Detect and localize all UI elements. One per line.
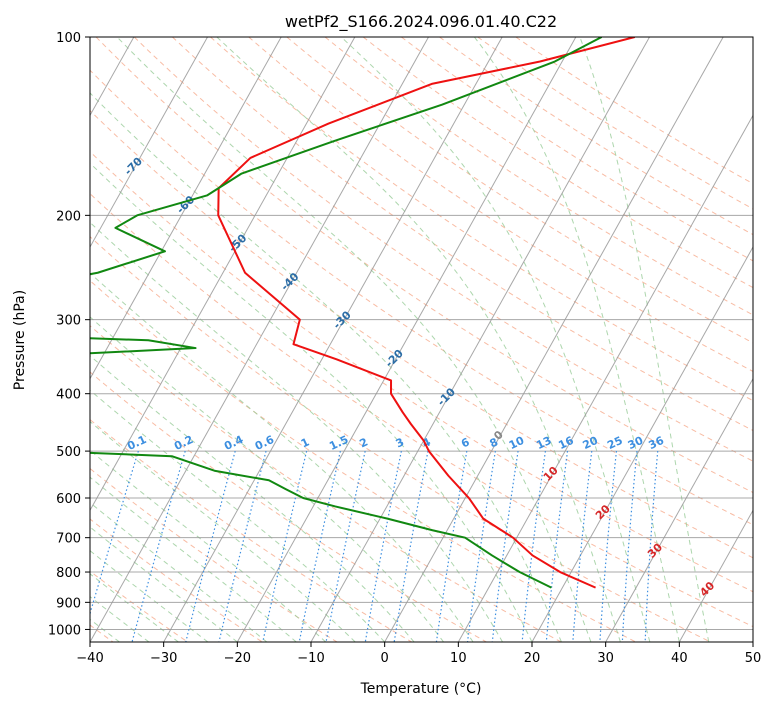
moist-adiabat	[474, 37, 680, 642]
x-tick-label: −20	[224, 651, 251, 666]
dry-adiabat	[362, 37, 753, 289]
x-tick-label: −10	[297, 651, 324, 666]
moist-adiabat	[216, 37, 621, 642]
mixing-ratio-label: 16	[556, 434, 576, 452]
dewpoint-profile-line	[90, 37, 603, 589]
mixing-ratio-line	[393, 450, 429, 642]
mixing-ratio-label: 30	[626, 434, 646, 452]
moist-adiabat	[579, 37, 710, 642]
isotherm-line	[90, 37, 208, 249]
dry-adiabat	[90, 109, 753, 559]
mixing-ratio-line	[185, 450, 236, 642]
mixing-ratio-label: 10	[507, 434, 527, 452]
y-tick-label: 200	[56, 209, 81, 224]
mixing-ratio-line	[90, 450, 139, 616]
mixing-ratio-label: 36	[647, 434, 667, 452]
y-tick-label: 500	[56, 445, 81, 460]
isotherm-line	[605, 377, 753, 642]
moist-adiabat	[90, 389, 386, 642]
dry-adiabat	[90, 467, 338, 642]
mixing-ratio-line	[218, 450, 267, 642]
y-tick-label: 800	[56, 566, 81, 581]
x-tick-label: 50	[745, 651, 762, 666]
moist-adiabat	[90, 476, 297, 642]
x-tick-label: 20	[524, 651, 541, 666]
moist-adiabat	[90, 449, 327, 642]
mixing-ratio-line	[364, 450, 402, 642]
x-tick-label: 40	[671, 651, 688, 666]
y-tick-label: 1000	[48, 623, 81, 638]
moist-adiabat	[90, 502, 268, 642]
x-tick-label: 10	[450, 651, 467, 666]
dry-adiabat	[90, 371, 487, 642]
mixing-ratio-line	[131, 450, 186, 642]
moist-adiabat	[90, 162, 533, 642]
y-tick-label: 300	[56, 314, 81, 329]
x-tick-label: 30	[597, 651, 614, 666]
moist-adiabat	[90, 221, 503, 642]
y-tick-label: 100	[56, 31, 81, 46]
mixing-ratio-line	[466, 451, 496, 642]
isotherm-line	[163, 37, 503, 642]
mixing-ratio-line	[298, 450, 341, 642]
mixing-ratio-label: 25	[605, 434, 624, 452]
dry-adiabat	[90, 518, 263, 642]
mixing-ratio-line	[644, 451, 659, 642]
mixing-ratio-line	[545, 451, 569, 642]
mixing-ratio-line	[325, 450, 366, 642]
isotherm-line	[457, 114, 753, 642]
dry-adiabat	[90, 150, 753, 593]
moist-adiabat	[340, 37, 651, 642]
isotherm-line	[310, 37, 650, 642]
dry-adiabat	[90, 235, 711, 642]
dry-adiabat	[90, 193, 753, 628]
x-tick-label: −40	[76, 651, 103, 666]
temperature-profile-line	[217, 37, 636, 589]
y-axis-label: Pressure (hPa)	[12, 290, 28, 390]
isotherm-line	[236, 37, 577, 642]
x-tick-label: −30	[150, 651, 177, 666]
y-tick-label: 400	[56, 388, 81, 403]
isotherm-line	[90, 37, 429, 642]
mixing-ratio-line	[621, 451, 638, 642]
chart-title: wetPf2_S166.2024.096.01.40.C22	[285, 12, 557, 32]
x-tick-label: 0	[381, 651, 389, 666]
isotherm-line	[678, 509, 753, 642]
mixing-ratio-line	[491, 451, 519, 642]
isotherm-line	[531, 246, 753, 642]
moist-adiabat	[90, 92, 562, 642]
mixing-ratio-label: 20	[581, 434, 601, 452]
y-tick-label: 600	[56, 492, 81, 507]
mixing-ratio-line	[521, 451, 547, 642]
x-axis-label: Temperature (°C)	[360, 681, 482, 697]
mixing-ratio-line	[572, 451, 593, 642]
plot-area-frame	[89, 36, 754, 643]
mixing-ratio-label: 13	[534, 434, 553, 452]
isotherm-line	[384, 37, 724, 642]
mixing-ratio-line	[599, 451, 618, 642]
y-tick-label: 900	[56, 596, 81, 611]
y-tick-label: 700	[56, 532, 81, 547]
